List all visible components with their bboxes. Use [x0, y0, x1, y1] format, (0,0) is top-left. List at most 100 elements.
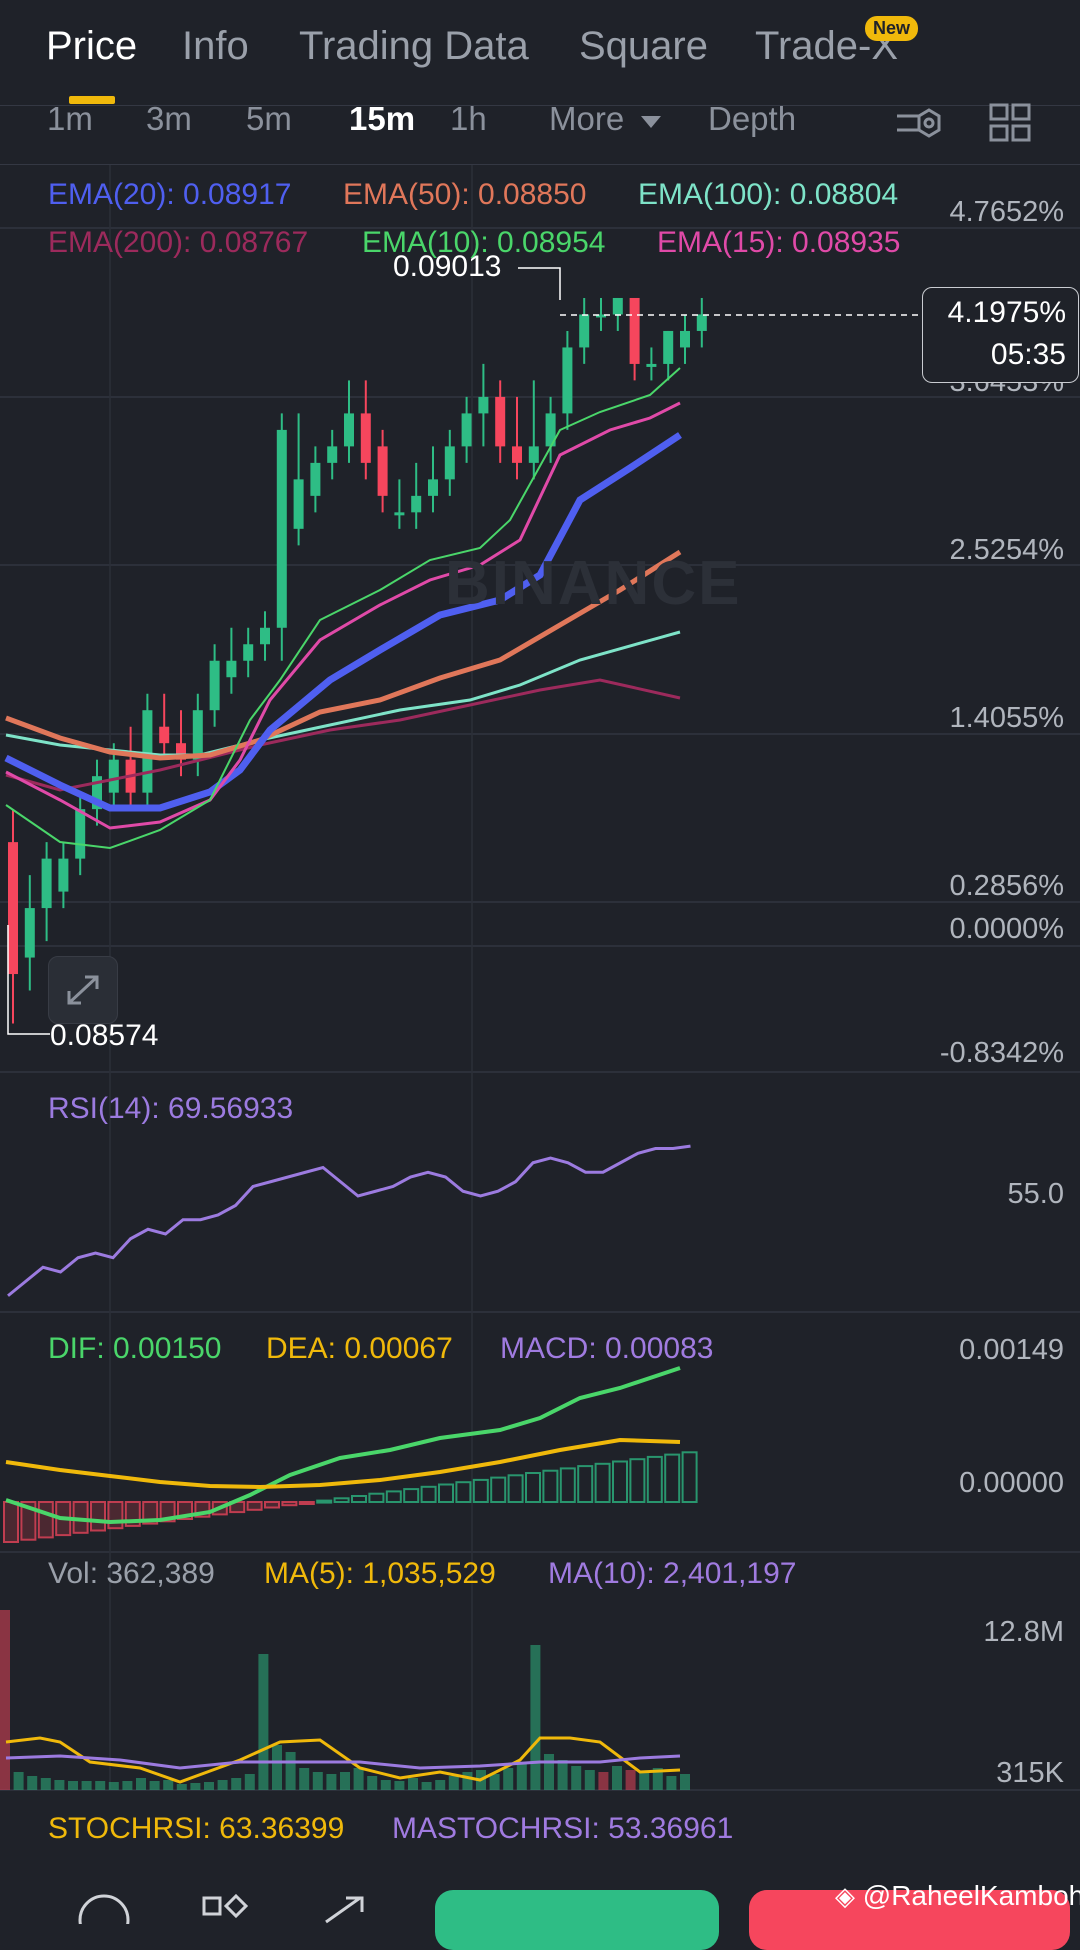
timeframe-1h[interactable]: 1h	[450, 100, 487, 137]
current-price-percent: 4.1975%	[947, 296, 1066, 329]
macd-histogram-bar	[298, 1501, 315, 1505]
dif-line	[5, 1366, 681, 1525]
candle-body	[596, 314, 606, 318]
candle-body	[344, 413, 354, 447]
macd-histogram-bar	[3, 1501, 19, 1543]
candle-body	[58, 858, 69, 892]
active-tab-indicator	[69, 96, 115, 104]
bottom-action-bar	[0, 1860, 1080, 1924]
vol-ma10-label: MA(10): 2,401,197	[548, 1557, 797, 1590]
high-price-label: 0.09013	[393, 250, 502, 283]
depth-button[interactable]: Depth	[708, 100, 797, 137]
rsi-tick: 55.0	[1007, 1178, 1064, 1210]
volume-bar	[612, 1766, 622, 1790]
macd-histogram-bar	[542, 1469, 559, 1503]
price-chart[interactable]	[0, 0, 1080, 1860]
tab-square[interactable]: Square	[579, 24, 708, 68]
volume-bar	[584, 1770, 595, 1790]
volume-bar	[666, 1776, 677, 1790]
main-tabs: Price Info Trading Data Square Trade-X N…	[0, 0, 1080, 105]
volume-bar	[108, 1782, 119, 1790]
ema20-line	[4, 432, 682, 812]
vol-ma5-line	[5, 1736, 681, 1784]
macd-histogram-bar	[612, 1460, 628, 1503]
candle-body	[411, 495, 422, 513]
expand-icon	[67, 975, 99, 1005]
volume-bar	[380, 1780, 391, 1790]
candle-body	[512, 446, 522, 463]
divider	[0, 164, 1080, 165]
ema10-line	[5, 367, 681, 850]
macd-histogram-bar	[646, 1455, 663, 1504]
macd-histogram-bar	[368, 1492, 385, 1503]
macd-histogram-bar	[472, 1478, 489, 1504]
macd-histogram-bar	[577, 1465, 594, 1503]
axis-tick: 2.5254%	[949, 534, 1065, 566]
candle-body	[276, 429, 287, 628]
candle-body	[108, 759, 119, 793]
timeframe-3m[interactable]: 3m	[146, 100, 192, 137]
candle-body	[444, 446, 455, 480]
timeframe-1m[interactable]: 1m	[47, 100, 93, 137]
volume-bar	[639, 1772, 650, 1790]
fullscreen-button[interactable]	[48, 956, 118, 1024]
candle-body	[478, 396, 489, 414]
macd-histogram-bar	[559, 1467, 576, 1504]
volume-bar	[68, 1781, 78, 1790]
layout-grid-icon[interactable]	[988, 102, 1032, 144]
tab-info[interactable]: Info	[182, 24, 249, 68]
ema10-label: EMA(10): 0.08954	[362, 226, 606, 259]
volume-bar	[340, 1772, 350, 1790]
candle-body	[260, 627, 270, 645]
macd-histogram-bar	[664, 1453, 681, 1503]
macd-histogram-bar	[507, 1474, 524, 1504]
volume-bar	[258, 1654, 269, 1790]
widgets-icon[interactable]	[200, 1894, 252, 1924]
candle-body	[8, 842, 18, 975]
axis-tick: 0.0000%	[949, 913, 1065, 945]
timeframe-5m[interactable]: 5m	[246, 100, 292, 137]
ema200-label: EMA(200): 0.08767	[48, 226, 309, 259]
indicator-settings-icon[interactable]	[895, 104, 941, 144]
candle-body	[394, 512, 405, 516]
candle-body	[696, 314, 707, 331]
candle-body	[663, 330, 674, 364]
candle-body	[562, 347, 573, 414]
candle-body	[646, 363, 657, 367]
dea-line	[5, 1437, 681, 1490]
share-icon[interactable]	[320, 1894, 372, 1924]
more-menu-icon[interactable]	[78, 1894, 130, 1924]
candle-body	[176, 743, 186, 760]
candle-countdown: 05:35	[990, 338, 1066, 371]
candle-body	[293, 479, 304, 529]
volume-bar	[244, 1774, 255, 1790]
macd-histogram-bar	[420, 1485, 437, 1504]
macd-histogram-bar	[594, 1462, 611, 1504]
candle-body	[579, 314, 590, 348]
volume-bar	[163, 1780, 174, 1790]
volume-bar	[530, 1645, 541, 1790]
volume-bar	[516, 1762, 527, 1790]
tab-trading-data[interactable]: Trading Data	[299, 24, 529, 68]
volume-bar	[598, 1772, 609, 1790]
ema100-line	[5, 630, 681, 757]
candle-body	[41, 858, 52, 909]
volume-bar	[136, 1778, 146, 1790]
macd-histogram-bar	[281, 1501, 298, 1507]
more-dropdown[interactable]: More	[549, 100, 663, 138]
low-price-label: 0.08574	[50, 1019, 159, 1052]
volume-bar	[557, 1760, 568, 1790]
divider	[0, 105, 1080, 106]
volume-bar	[489, 1774, 500, 1790]
buy-button[interactable]	[435, 1890, 719, 1950]
stochrsi-label: STOCHRSI: 63.36399	[48, 1812, 345, 1845]
axis-tick: -0.8342%	[939, 1037, 1064, 1069]
timeframe-15m[interactable]: 15m	[349, 100, 416, 137]
candle-body	[159, 726, 170, 744]
rsi-label: RSI(14): 69.56933	[48, 1092, 294, 1125]
volume-bar	[544, 1754, 554, 1790]
tab-price[interactable]: Price	[46, 24, 138, 68]
candle-body	[377, 446, 388, 496]
candle-body	[92, 776, 102, 810]
volume-bar	[462, 1772, 473, 1790]
